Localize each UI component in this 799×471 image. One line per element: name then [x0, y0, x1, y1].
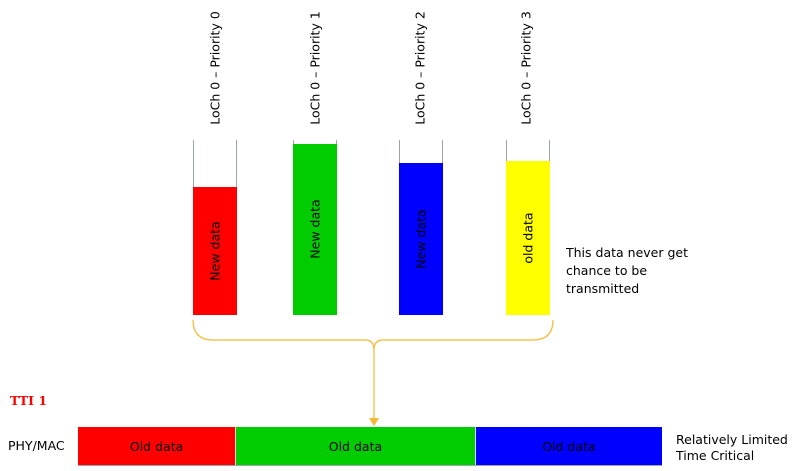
queue-priority-3: old data: [506, 140, 550, 315]
queue-priority-1: New data: [293, 140, 337, 315]
queue-priority-0: New data: [193, 140, 237, 315]
time-critical-label: Relatively Limited Time Critical: [676, 432, 788, 463]
phy-mac-label: PHY/MAC: [8, 438, 65, 453]
phy-mac-bar: Old data Old data Old data: [78, 427, 662, 466]
bar-segment-green: Old data: [236, 427, 476, 465]
arrow-head: [369, 418, 379, 426]
bar-segment-blue: Old data: [475, 427, 662, 465]
queue-fill-priority-2: New data: [399, 162, 443, 315]
tti-label: TTI 1: [10, 393, 48, 408]
brace-path: [192, 319, 554, 351]
queue-fill-priority-3: old data: [506, 161, 550, 315]
never-transmitted-note: This data never get chance to be transmi…: [566, 245, 688, 296]
bar-segment-red: Old data: [78, 427, 237, 465]
queue-fill-priority-1: New data: [293, 143, 337, 315]
queue-priority-2: New data: [399, 140, 443, 315]
queue-fill-priority-0: New data: [193, 187, 237, 315]
